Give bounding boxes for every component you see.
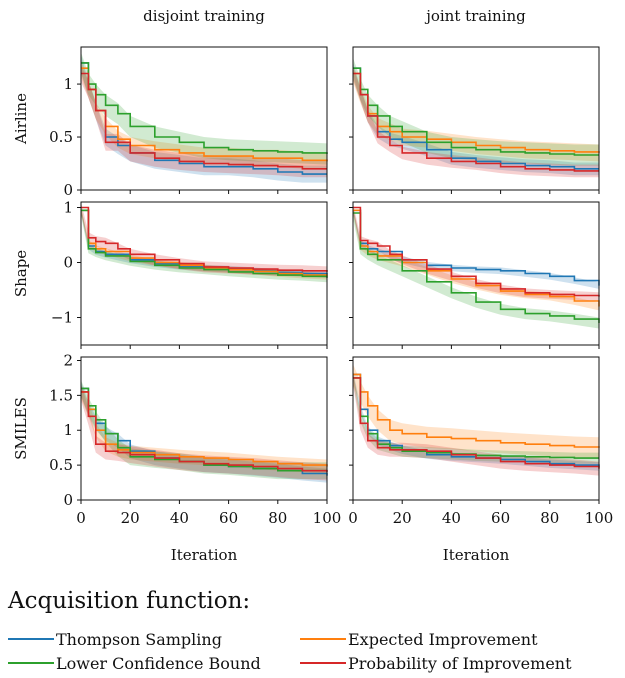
series-line (81, 62, 328, 154)
x-tick-label: 100 (313, 509, 342, 527)
series-line (353, 377, 599, 459)
panel-frame (80, 46, 328, 191)
y-tick-label: 0.5 (49, 456, 73, 474)
y-tick-label: 1 (63, 199, 73, 217)
series-line (81, 72, 327, 170)
legend-swatch-icon (300, 638, 346, 640)
x-tick-label: 40 (442, 509, 461, 527)
y-tick-label: 0 (63, 491, 73, 509)
panel-smiles-disjoint (77, 356, 328, 504)
series-line (353, 212, 600, 323)
y-tick-label: 1 (63, 75, 73, 93)
panel-shape-joint (349, 201, 600, 349)
series-line (353, 72, 600, 153)
series-line (353, 377, 600, 469)
legend-label: Expected Improvement (348, 629, 538, 649)
y-tick-label: 0.5 (49, 128, 73, 146)
panel-frame (80, 356, 328, 501)
series-band (353, 372, 599, 464)
row-label: SMILES (12, 397, 30, 460)
series-band (81, 59, 327, 170)
legend-item-probability-of-improvement: Probability of Improvement (300, 652, 572, 674)
series-band (81, 54, 327, 183)
x-tick-label: 100 (585, 509, 614, 527)
legend-label: Thompson Sampling (56, 629, 222, 649)
legend-swatch-icon (8, 638, 54, 640)
x-tick-label: 0 (76, 509, 86, 527)
legend-label: Probability of Improvement (348, 653, 572, 673)
column-title: joint training (424, 7, 526, 25)
x-tick-label: 80 (540, 509, 559, 527)
panel-airline-disjoint (77, 46, 328, 194)
y-tick-label: 0 (63, 181, 73, 199)
series-band (353, 61, 599, 176)
series-line (81, 209, 328, 278)
x-axis-label: Iteration (443, 546, 510, 564)
series-line (353, 67, 599, 156)
series-band (353, 67, 599, 178)
y-tick-label: 1 (63, 421, 73, 439)
x-tick-label: 60 (491, 509, 510, 527)
panel-shape-disjoint (77, 201, 328, 349)
x-tick-label: 80 (268, 509, 287, 527)
series-band (353, 57, 599, 166)
panel-airline-joint (349, 46, 600, 194)
series-band (353, 364, 599, 459)
panel-frame (352, 201, 600, 346)
column-title: disjoint training (143, 7, 265, 25)
series-line (81, 391, 328, 467)
series-band (81, 52, 327, 165)
legend-item-expected-improvement: Expected Improvement (300, 628, 538, 650)
panel-frame (80, 201, 328, 346)
series-line (353, 373, 600, 448)
legend: Thompson Sampling Expected Improvement L… (8, 628, 618, 676)
legend-swatch-icon (300, 662, 346, 664)
series-band (81, 65, 327, 178)
legend-title: Acquisition function: (8, 588, 251, 614)
x-axis-label: Iteration (171, 546, 238, 564)
x-tick-label: 0 (348, 509, 358, 527)
x-tick-label: 20 (121, 509, 140, 527)
legend-swatch-icon (8, 662, 54, 664)
legend-item-lower-confidence-bound: Lower Confidence Bound (8, 652, 261, 674)
series-band (81, 205, 327, 283)
x-tick-label: 60 (219, 509, 238, 527)
panel-frame (352, 46, 600, 191)
y-tick-label: 0 (63, 254, 73, 272)
series-line (81, 391, 328, 473)
panel-smiles-joint (349, 356, 600, 504)
legend-item-thompson-sampling: Thompson Sampling (8, 628, 222, 650)
y-tick-label: −1 (51, 309, 73, 327)
series-line (81, 206, 328, 272)
row-label: Airline (12, 93, 30, 145)
x-tick-label: 40 (170, 509, 189, 527)
figure-svg: 0 0.5 1 disjoint training Airline joint train… (12, 7, 614, 564)
series-line (353, 72, 599, 172)
series-band (81, 383, 327, 481)
row-label: Shape (12, 250, 30, 297)
y-tick-label: 2 (63, 351, 73, 369)
y-tick-label: 1.5 (49, 386, 73, 404)
panel-frame (352, 356, 600, 501)
series-line (353, 206, 600, 297)
x-tick-label: 20 (393, 509, 412, 527)
legend-label: Lower Confidence Bound (56, 653, 261, 673)
